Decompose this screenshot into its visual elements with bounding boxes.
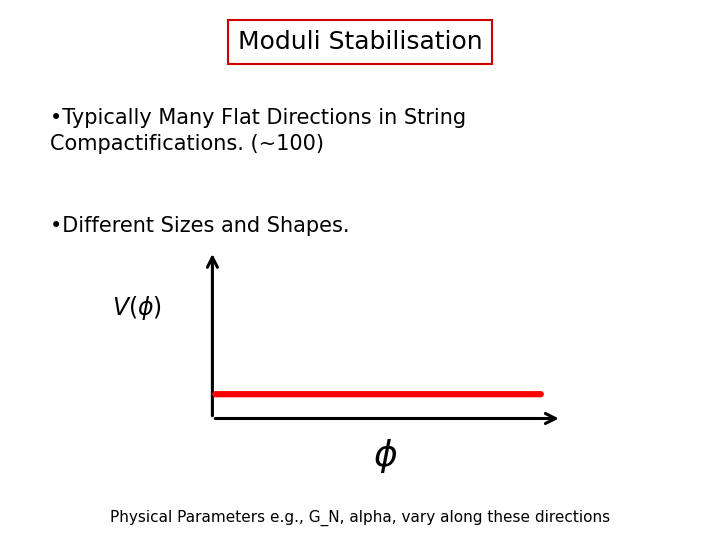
Text: Physical Parameters e.g., G_N, alpha, vary along these directions: Physical Parameters e.g., G_N, alpha, va…: [110, 510, 610, 526]
Text: •Different Sizes and Shapes.: •Different Sizes and Shapes.: [50, 216, 350, 236]
Text: $\phi$: $\phi$: [373, 437, 397, 475]
Text: •Typically Many Flat Directions in String
Compactifications. (~100): •Typically Many Flat Directions in Strin…: [50, 108, 467, 154]
Text: $V(\phi)$: $V(\phi)$: [112, 294, 162, 322]
Text: Moduli Stabilisation: Moduli Stabilisation: [238, 30, 482, 53]
